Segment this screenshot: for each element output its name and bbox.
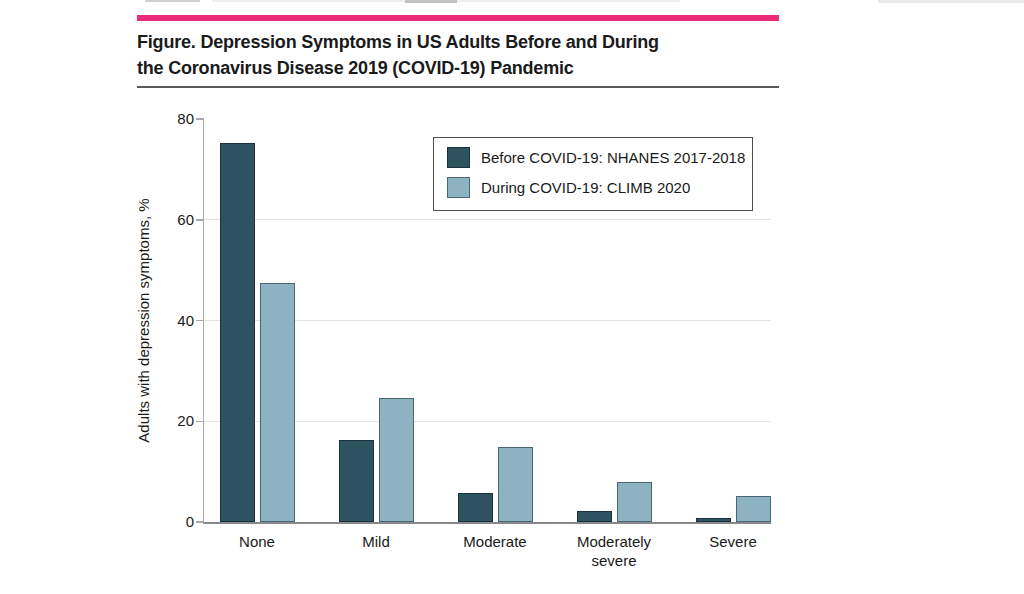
bar-during-covid-19-none <box>260 283 295 522</box>
y-tick-80 <box>196 118 204 120</box>
figure-canvas: Figure. Depression Symptoms in US Adults… <box>0 0 1024 594</box>
y-tick-0 <box>196 521 204 523</box>
bar-before-covid-19-moderate <box>458 493 493 522</box>
x-label-moderately-severe: Moderately severe <box>562 532 666 570</box>
y-axis-title-text: Adults with depression symptoms, % <box>135 198 152 442</box>
bar-before-covid-19-moderately-severe <box>577 511 612 522</box>
y-tick-20 <box>196 421 204 423</box>
bar-during-covid-19-mild <box>379 398 414 522</box>
legend-label-1: During COVID-19: CLIMB 2020 <box>481 179 690 196</box>
y-tick-40 <box>196 320 204 322</box>
top-edge-artifact <box>405 0 457 3</box>
x-label-severe: Severe <box>681 532 785 551</box>
top-edge-artifact <box>145 0 200 2</box>
bar-during-covid-19-moderate <box>498 447 533 522</box>
y-tick-60 <box>196 219 204 221</box>
bar-during-covid-19-severe <box>736 496 771 522</box>
legend-row-during: During COVID-19: CLIMB 2020 <box>447 177 752 198</box>
bar-before-covid-19-none <box>220 143 255 522</box>
gridline-60 <box>204 219 771 220</box>
y-tick-label-60: 60 <box>154 211 194 229</box>
x-label-mild: Mild <box>324 532 428 551</box>
bar-before-covid-19-severe <box>696 518 731 522</box>
bar-during-covid-19-moderately-severe <box>617 482 652 522</box>
x-label-moderate: Moderate <box>443 532 547 551</box>
figure-title-line2: the Coronavirus Disease 2019 (COVID-19) … <box>137 55 779 81</box>
legend-row-before: Before COVID-19: NHANES 2017-2018 <box>447 147 752 168</box>
x-label-none: None <box>205 532 309 551</box>
y-axis-title: Adults with depression symptoms, % <box>132 119 154 522</box>
legend-label-0: Before COVID-19: NHANES 2017-2018 <box>481 149 745 166</box>
legend-swatch-0 <box>447 147 470 168</box>
bar-before-covid-19-mild <box>339 440 374 522</box>
legend-swatch-1 <box>447 177 470 198</box>
y-tick-label-0: 0 <box>154 513 194 531</box>
figure-title-line1: Figure. Depression Symptoms in US Adults… <box>137 29 779 55</box>
chart-legend: Before COVID-19: NHANES 2017-2018 During… <box>433 137 753 211</box>
y-tick-label-20: 20 <box>154 412 194 430</box>
y-tick-label-80: 80 <box>154 110 194 128</box>
top-edge-artifact <box>878 0 1024 3</box>
figure-accent-rule <box>137 15 779 21</box>
title-underline <box>137 86 779 88</box>
figure-title: Figure. Depression Symptoms in US Adults… <box>137 29 779 81</box>
y-tick-label-40: 40 <box>154 312 194 330</box>
